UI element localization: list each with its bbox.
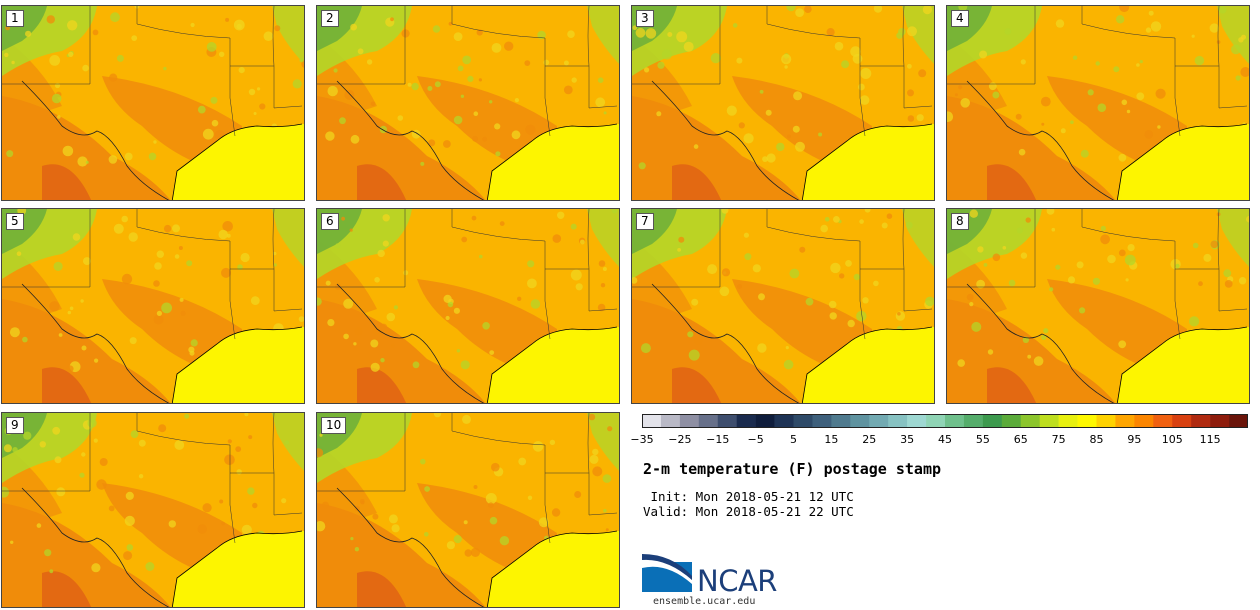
colorbar-tick-label: 75 (1051, 433, 1066, 446)
member-panel: 3 (631, 5, 935, 201)
colorbar-swatch (1039, 414, 1059, 428)
ncar-logo-icon (642, 554, 692, 592)
colorbar-swatch (717, 414, 737, 428)
temperature-map (947, 6, 1249, 200)
colorbar-swatch (1153, 414, 1173, 428)
colorbar-swatch (982, 414, 1003, 428)
valid-time: Valid: Mon 2018-05-21 22 UTC (643, 504, 854, 519)
colorbar-swatch (1115, 414, 1135, 428)
colorbar-swatch (698, 414, 719, 428)
colorbar-tick-label: 25 (862, 433, 877, 446)
init-time: Init: Mon 2018-05-21 12 UTC (643, 489, 854, 504)
colorbar-swatch (1210, 414, 1230, 428)
colorbar-swatch (793, 414, 813, 428)
colorbar-swatch (736, 414, 756, 428)
colorbar-swatch (755, 414, 775, 428)
colorbar-swatch (850, 414, 870, 428)
colorbar-swatch (869, 414, 889, 428)
member-label: 8 (951, 213, 969, 230)
temperature-map (947, 209, 1249, 403)
colorbar-tick-label: 5 (790, 433, 797, 446)
colorbar-outline (642, 414, 1248, 428)
member-label: 1 (6, 10, 24, 27)
ncar-logo-text: NCAR (697, 564, 777, 598)
colorbar-swatch (774, 414, 794, 428)
colorbar-swatch (660, 414, 681, 428)
colorbar-swatch (1077, 414, 1097, 428)
member-label: 6 (321, 213, 339, 230)
colorbar-tick-label: 105 (1161, 433, 1183, 446)
member-panel: 5 (1, 208, 305, 404)
colorbar-tick-label: 95 (1127, 433, 1142, 446)
colorbar-tick-label: 45 (938, 433, 952, 446)
member-label: 4 (951, 10, 969, 27)
colorbar-swatch (1172, 414, 1192, 428)
temperature-colorbar (642, 414, 1248, 428)
colorbar-swatch (1096, 414, 1116, 428)
colorbar-swatch (1191, 414, 1211, 428)
colorbar-tick-label: −5 (747, 433, 764, 446)
temperature-map (317, 209, 619, 403)
plot-title: 2-m temperature (F) postage stamp (643, 460, 942, 478)
member-label: 5 (6, 213, 24, 230)
colorbar-swatch (1001, 414, 1022, 428)
colorbar-swatch (926, 414, 946, 428)
colorbar-swatch (888, 414, 908, 428)
member-panel: 8 (946, 208, 1250, 404)
temperature-map (317, 6, 619, 200)
colorbar-tick-label: 55 (975, 433, 990, 446)
temperature-map (632, 6, 934, 200)
colorbar-swatch (679, 414, 700, 428)
member-panel: 2 (316, 5, 620, 201)
colorbar-tick-label: 35 (900, 433, 915, 446)
temperature-map (317, 413, 619, 607)
colorbar-tick-label: 115 (1199, 433, 1221, 446)
colorbar-swatch (812, 414, 832, 428)
site-url: ensemble.ucar.edu (653, 596, 756, 607)
member-panel: 9 (1, 412, 305, 608)
colorbar-swatch (642, 414, 662, 428)
member-panel: 4 (946, 5, 1250, 201)
colorbar-tick-label: 65 (1013, 433, 1028, 446)
temperature-map (2, 6, 304, 200)
member-label: 2 (321, 10, 339, 27)
colorbar-swatch (1134, 414, 1154, 428)
member-panel: 10 (316, 412, 620, 608)
colorbar-swatch (907, 414, 927, 428)
colorbar-swatch (1058, 414, 1078, 428)
temperature-map (632, 209, 934, 403)
member-panel: 6 (316, 208, 620, 404)
colorbar-swatch (1020, 414, 1040, 428)
colorbar-swatch (963, 414, 984, 428)
colorbar-tick-label: −25 (668, 433, 692, 446)
member-label: 7 (636, 213, 654, 230)
colorbar-swatch (1229, 414, 1248, 428)
colorbar-tick-label: −35 (630, 433, 654, 446)
member-label: 3 (636, 10, 654, 27)
colorbar-tick-label: 85 (1089, 433, 1104, 446)
temperature-map (2, 413, 304, 607)
temperature-map (2, 209, 304, 403)
member-panel: 1 (1, 5, 305, 201)
colorbar-tick-label: −15 (706, 433, 730, 446)
member-label: 10 (321, 417, 347, 434)
colorbar-tick-label: 15 (824, 433, 839, 446)
colorbar-swatch (831, 414, 851, 428)
member-label: 9 (6, 417, 24, 434)
member-panel: 7 (631, 208, 935, 404)
colorbar-swatch (945, 414, 965, 428)
